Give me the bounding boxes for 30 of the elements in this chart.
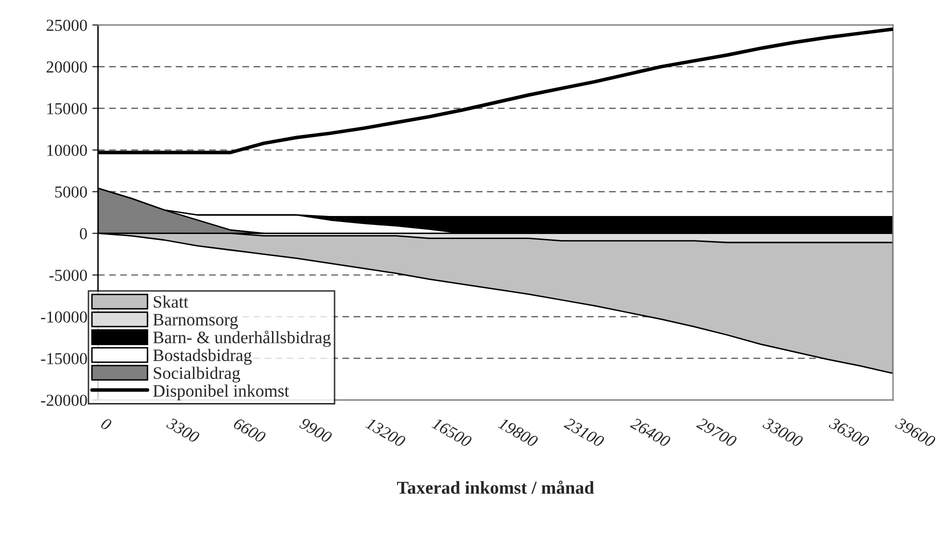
y-tick-label: -5000 — [49, 270, 87, 281]
y-tick-label: 0 — [80, 228, 87, 240]
x-tick-label: 23100 — [563, 417, 605, 448]
y-tick-label: -20000 — [40, 394, 87, 406]
x-tick-label: 13200 — [365, 417, 406, 448]
x-tick-label: 6600 — [232, 417, 266, 444]
x-tick-label: 19800 — [498, 417, 539, 448]
legend-label: Skatt — [154, 296, 188, 308]
x-tick-label: 39600 — [894, 417, 936, 448]
y-tick-label: -15000 — [40, 353, 87, 364]
x-tick-label: 3300 — [166, 417, 200, 444]
x-axis-title: Taxerad inkomst / månad — [397, 480, 594, 494]
y-tick-label: 15000 — [47, 103, 87, 114]
x-tick-label: 26400 — [630, 417, 672, 448]
legend-label: Bostadsbidrag — [153, 348, 252, 365]
y-tick-label: 20000 — [46, 61, 87, 73]
legend-label: Barnomsorg — [153, 314, 238, 330]
x-tick-label: 16500 — [431, 417, 472, 448]
x-tick-label: 36300 — [828, 417, 870, 448]
y-tick-label: -10000 — [40, 311, 87, 323]
y-tick-label: 10000 — [47, 144, 87, 156]
y-tick-label: 25000 — [46, 20, 87, 31]
legend-label: Disponibel inkomst — [153, 384, 290, 400]
x-tick-label: 0 — [100, 417, 112, 431]
legend-label: Barn- & underhållsbidrag — [153, 330, 331, 347]
x-tick-label: 9900 — [298, 417, 333, 444]
y-tick-label: 5000 — [55, 186, 87, 198]
x-tick-label: 29700 — [696, 417, 738, 448]
legend-label: Socialbidrag — [154, 366, 240, 383]
x-tick-label: 33000 — [762, 417, 804, 448]
